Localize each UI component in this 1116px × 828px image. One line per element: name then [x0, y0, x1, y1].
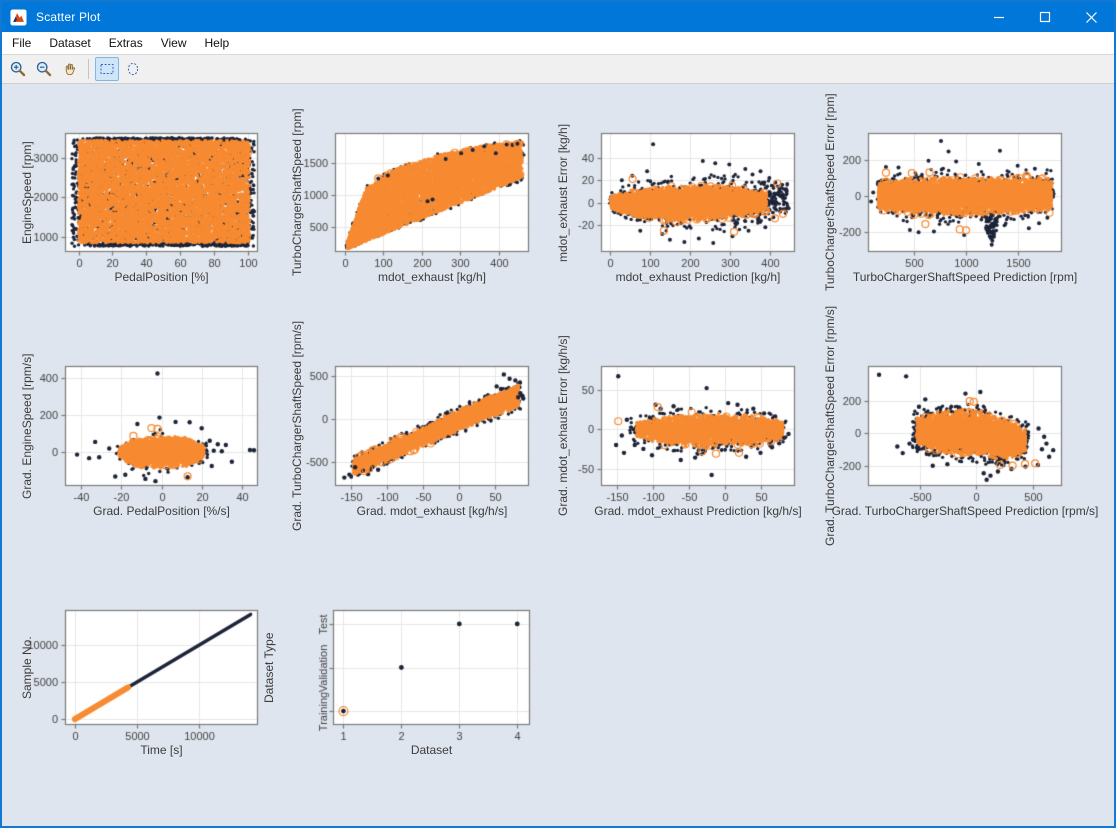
- menu-view[interactable]: View: [160, 36, 187, 50]
- zoom-out-button[interactable]: [32, 57, 56, 81]
- ellipse-select-icon: [127, 62, 139, 76]
- maximize-icon: [1039, 11, 1051, 23]
- grad-turbochargershaftspeed-error-vs-prediction-canvas[interactable]: [818, 350, 1076, 508]
- minimize-icon: [994, 16, 1004, 19]
- pan-hand-icon: [65, 63, 75, 76]
- grad-mdot-exhaust-error-vs-prediction-canvas[interactable]: [551, 350, 809, 508]
- matlab-app-icon: [10, 8, 27, 26]
- turbochargershaftspeed-vs-mdot-exhaust-canvas[interactable]: [285, 117, 543, 274]
- rect-select-button[interactable]: [95, 57, 119, 81]
- minimize-button[interactable]: [976, 2, 1022, 32]
- close-icon: [1085, 11, 1097, 23]
- pan-button[interactable]: [58, 57, 82, 81]
- grad-enginespeed-vs-grad-pedalposition-canvas[interactable]: [15, 350, 272, 508]
- menu-help[interactable]: Help: [204, 36, 230, 50]
- zoom-in-icon: [10, 61, 26, 77]
- zoom-out-icon: [36, 61, 52, 77]
- toolbar: [2, 55, 1114, 84]
- rect-select-icon: [100, 64, 114, 74]
- dataset-type-vs-dataset-canvas[interactable]: [283, 594, 544, 747]
- menu-dataset[interactable]: Dataset: [49, 36, 91, 50]
- enginespeed-vs-pedalposition-canvas[interactable]: [15, 117, 272, 274]
- menu-extras[interactable]: Extras: [108, 36, 143, 50]
- toolbar-separator: [88, 59, 89, 79]
- mdot-exhaust-error-vs-prediction-canvas[interactable]: [551, 117, 809, 274]
- maximize-button[interactable]: [1022, 2, 1068, 32]
- zoom-in-button[interactable]: [6, 57, 30, 81]
- ellipse-select-button[interactable]: [121, 57, 145, 81]
- figure-area: PedalPosition [%] EngineSpeed [rpm] mdot_e…: [2, 84, 1114, 826]
- menu-file[interactable]: File: [12, 36, 32, 50]
- window-title: Scatter Plot: [36, 10, 101, 24]
- close-button[interactable]: [1068, 2, 1114, 32]
- turbochargershaftspeed-error-vs-prediction-canvas[interactable]: [818, 117, 1076, 274]
- sample-no-vs-time-canvas[interactable]: [15, 594, 272, 747]
- menubar: File Dataset Extras View Help: [2, 32, 1114, 55]
- grad-turbochargershaftspeed-vs-grad-mdot-exhaust-canvas[interactable]: [285, 350, 543, 508]
- titlebar: Scatter Plot: [2, 2, 1114, 32]
